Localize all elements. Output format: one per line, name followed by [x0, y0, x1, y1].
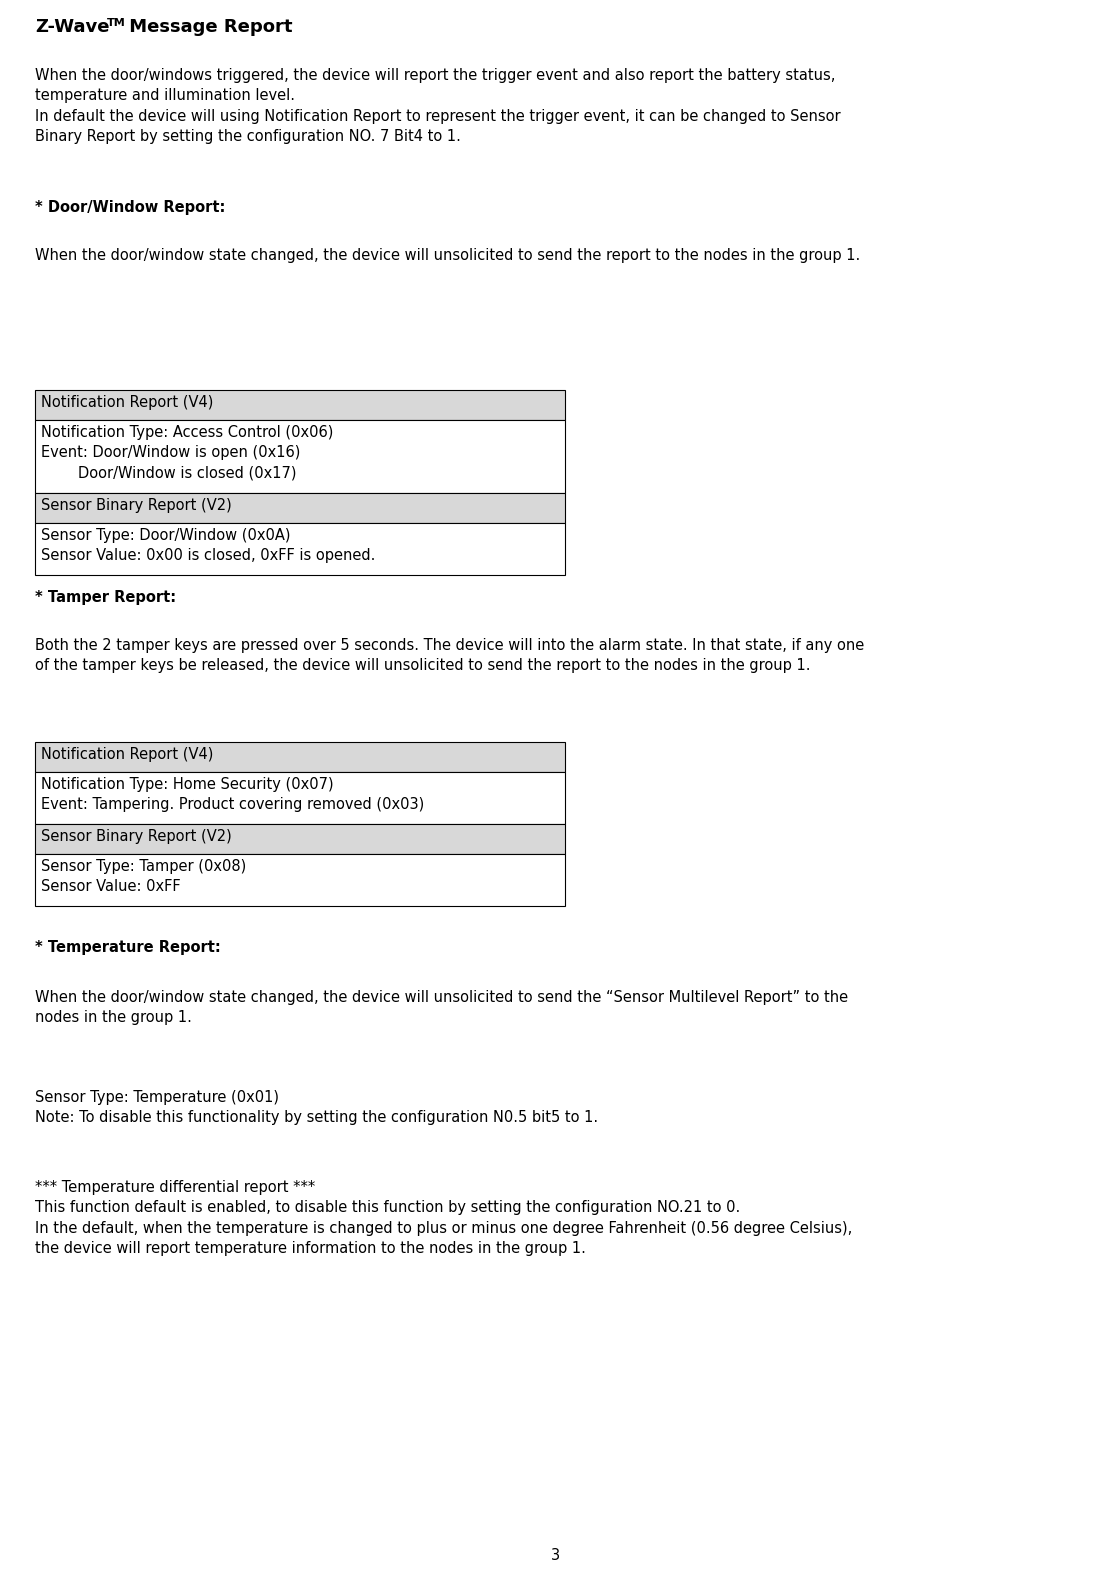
Text: * Tamper Report:: * Tamper Report: [36, 590, 177, 606]
Text: Sensor Type: Temperature (0x01)
Note: To disable this functionality by setting t: Sensor Type: Temperature (0x01) Note: To… [36, 1090, 598, 1126]
Text: Notification Type: Home Security (0x07)
Event: Tampering. Product covering remov: Notification Type: Home Security (0x07) … [41, 777, 424, 812]
Text: Notification Report (V4): Notification Report (V4) [41, 394, 213, 410]
Text: Notification Report (V4): Notification Report (V4) [41, 747, 213, 762]
Text: * Temperature Report:: * Temperature Report: [36, 940, 221, 956]
Bar [36, 743, 565, 773]
Text: Message Report: Message Report [123, 17, 292, 36]
Bar [36, 419, 565, 494]
Bar [36, 494, 565, 524]
Text: Sensor Type: Tamper (0x08)
Sensor Value: 0xFF: Sensor Type: Tamper (0x08) Sensor Value:… [41, 859, 247, 894]
Text: TM: TM [107, 17, 126, 28]
Text: Both the 2 tamper keys are pressed over 5 seconds. The device will into the alar: Both the 2 tamper keys are pressed over … [36, 639, 864, 673]
Text: When the door/window state changed, the device will unsolicited to send the “Sen: When the door/window state changed, the … [36, 990, 848, 1025]
Text: *** Temperature differential report ***
This function default is enabled, to dis: *** Temperature differential report *** … [36, 1180, 852, 1257]
Text: Sensor Binary Report (V2): Sensor Binary Report (V2) [41, 830, 232, 844]
Text: Sensor Binary Report (V2): Sensor Binary Report (V2) [41, 498, 232, 513]
Text: Sensor Type: Door/Window (0x0A)
Sensor Value: 0x00 is closed, 0xFF is opened.: Sensor Type: Door/Window (0x0A) Sensor V… [41, 528, 376, 563]
Text: 3: 3 [551, 1549, 560, 1563]
Text: When the door/window state changed, the device will unsolicited to send the repo: When the door/window state changed, the … [36, 248, 860, 263]
Bar [36, 825, 565, 855]
Bar [36, 524, 565, 576]
Bar [36, 390, 565, 419]
Text: * Door/Window Report:: * Door/Window Report: [36, 200, 226, 214]
Text: Notification Type: Access Control (0x06)
Event: Door/Window is open (0x16)
     : Notification Type: Access Control (0x06)… [41, 424, 333, 481]
Text: When the door/windows triggered, the device will report the trigger event and al: When the door/windows triggered, the dev… [36, 68, 841, 144]
Text: Z-Wave: Z-Wave [36, 17, 110, 36]
Bar [36, 855, 565, 907]
Bar [36, 773, 565, 825]
